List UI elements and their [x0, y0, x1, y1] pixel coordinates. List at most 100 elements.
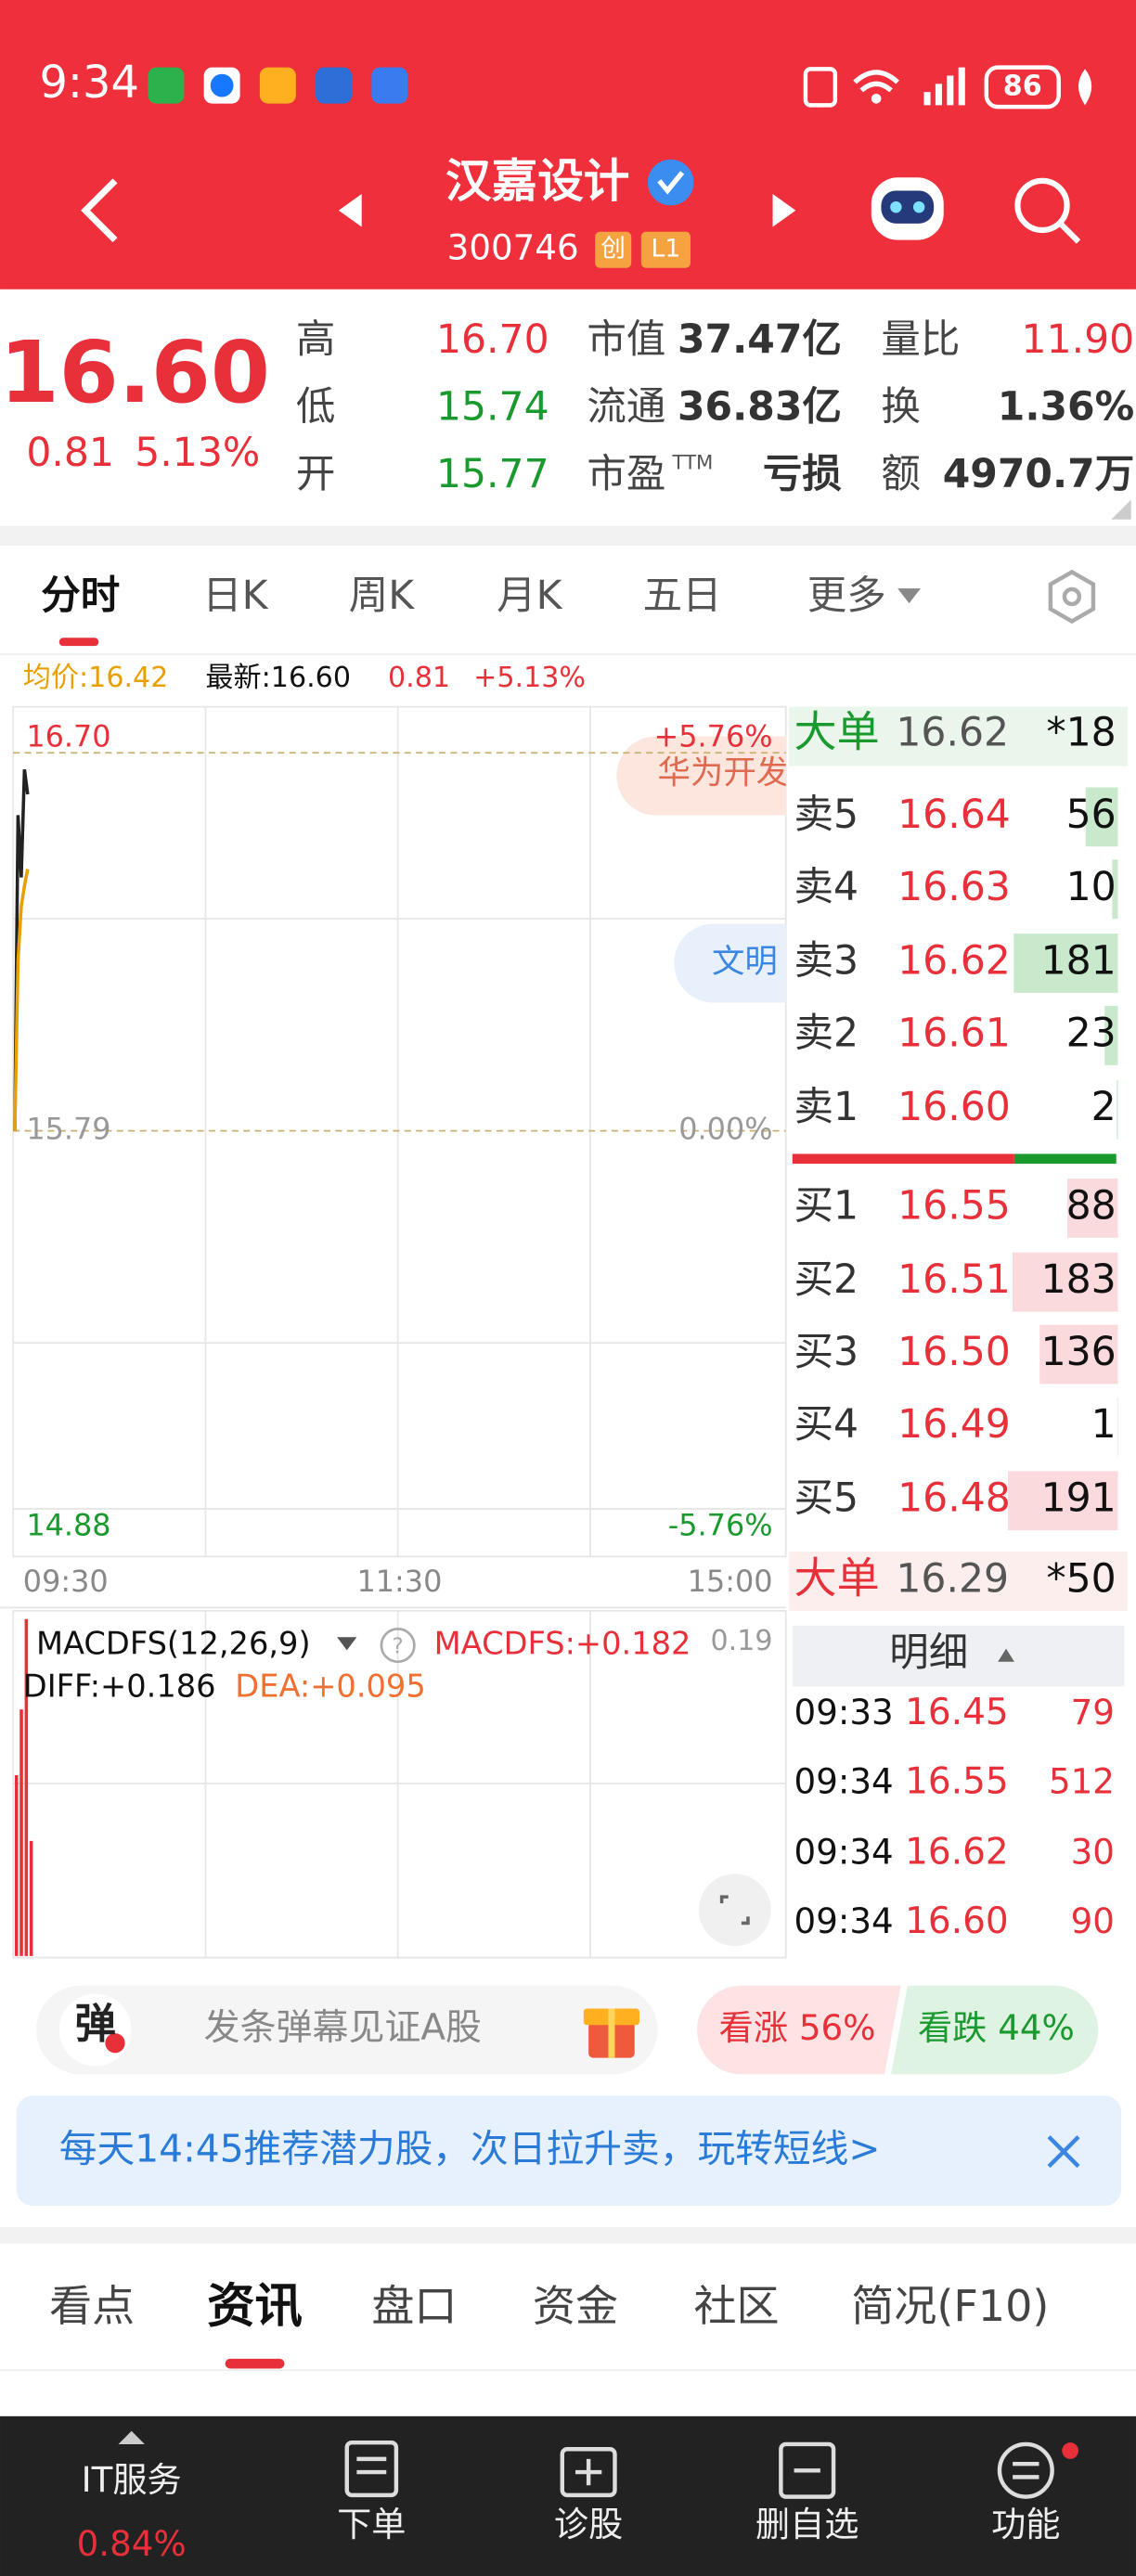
nav-item[interactable]: 下单	[337, 2504, 406, 2544]
level-qty: 183	[1041, 1257, 1117, 1303]
level-label: 卖3	[794, 938, 859, 984]
back-button[interactable]	[81, 178, 118, 243]
level-qty: 1	[1091, 1402, 1117, 1448]
search-button[interactable]	[1014, 177, 1081, 244]
stat-label: 低	[296, 385, 336, 431]
price-change-pct: 5.13%	[135, 431, 260, 476]
stock-name: 汉嘉设计	[445, 154, 629, 208]
corner-mark	[1111, 499, 1131, 520]
header-bg	[0, 0, 1136, 290]
section-underline	[225, 2358, 285, 2369]
assistant-button[interactable]	[871, 177, 944, 240]
chart-tab[interactable]: 更多	[807, 573, 886, 619]
settings-dot	[1062, 586, 1082, 607]
more-arrow	[897, 588, 921, 604]
qty-bar	[1066, 1179, 1118, 1238]
banner-text: 每天14:45推荐潜力股，次日拉升卖，玩转短线>	[59, 2127, 881, 2171]
price-change: 0.81	[26, 431, 114, 476]
nav-item[interactable]: 功能	[991, 2504, 1060, 2544]
price-line	[13, 768, 30, 1131]
level-label: 买1	[794, 1183, 859, 1229]
expand-button[interactable]	[698, 1874, 771, 1947]
news-pill-text: 华为开发	[658, 753, 790, 792]
macd-dropdown[interactable]	[337, 1637, 357, 1651]
trade-price: 16.45	[905, 1692, 1009, 1733]
trade-time: 09:33	[794, 1692, 894, 1732]
x-tick-label: 09:30	[23, 1564, 109, 1599]
danmu-dot	[105, 2033, 125, 2054]
bear-button[interactable]	[891, 1985, 1099, 2075]
trade-price: 16.55	[905, 1760, 1009, 1802]
info-change: 0.81	[388, 662, 450, 694]
level-qty: 2	[1091, 1085, 1117, 1130]
danmu-placeholder: 发条弹幕见证A股	[204, 2007, 482, 2049]
board-badge: 创	[600, 235, 626, 264]
level-price: 16.49	[897, 1402, 1011, 1448]
banner-close[interactable]	[1047, 2135, 1080, 2169]
bull-button[interactable]	[697, 1985, 901, 2075]
level-label: 买4	[794, 1402, 859, 1448]
trade-volume: 90	[1071, 1900, 1115, 1941]
stat-label: 开	[296, 452, 336, 497]
chart-tab[interactable]: 五日	[643, 573, 722, 619]
next-stock[interactable]	[772, 194, 796, 227]
x-tick-label: 15:00	[688, 1564, 773, 1599]
prev-stock[interactable]	[338, 194, 362, 227]
pct-label: +5.76%	[654, 718, 773, 753]
stat-value: 36.83亿	[678, 385, 842, 431]
chart-tab[interactable]: 分时	[41, 573, 120, 619]
ratio-bar-red	[792, 1153, 1014, 1165]
stock-code: 300746	[447, 227, 579, 268]
stat-label: 额	[881, 452, 921, 497]
section-tab[interactable]: 资金	[533, 2281, 618, 2331]
qty-bar	[1112, 859, 1118, 920]
stat-value: 亏损	[763, 452, 842, 497]
level-label: 卖2	[794, 1011, 859, 1056]
chart-tab[interactable]: 月K	[497, 573, 563, 619]
chart-tab[interactable]: 周K	[349, 573, 416, 619]
section-tab[interactable]: 简况(F10)	[851, 2281, 1049, 2331]
stat-value: 15.77	[436, 452, 549, 497]
big-buy-bg	[789, 1552, 1129, 1611]
stat-label: 换	[881, 385, 921, 431]
qty-bar	[1085, 787, 1118, 847]
big-order-price: 16.29	[896, 1557, 1009, 1603]
detail-sort[interactable]	[998, 1648, 1014, 1662]
svg-text:?: ?	[393, 1634, 404, 1658]
stat-value: 37.47亿	[678, 317, 842, 363]
section-tab[interactable]: 看点	[49, 2281, 135, 2331]
gift-icon[interactable]	[583, 2008, 640, 2058]
news-pill[interactable]	[674, 923, 871, 1003]
trade-volume: 512	[1049, 1760, 1115, 1801]
level-qty: 181	[1041, 938, 1117, 984]
danmu-input[interactable]	[35, 1985, 658, 2075]
level-price: 16.61	[897, 1011, 1011, 1056]
news-pill[interactable]	[616, 736, 846, 816]
nav-item[interactable]: 删自选	[755, 2504, 859, 2544]
level-price: 16.51	[897, 1257, 1011, 1303]
detail-header-bg	[792, 1625, 1125, 1687]
stat-value: 16.70	[436, 317, 549, 363]
stat-label-sup: TTM	[671, 452, 713, 475]
section-tab[interactable]: 盘口	[371, 2281, 457, 2331]
section-tab[interactable]: 资讯	[207, 2279, 303, 2335]
avg-price: 均价:16.42	[23, 662, 169, 694]
level-badge: L1	[652, 235, 681, 264]
section-tab[interactable]: 社区	[694, 2281, 780, 2331]
qty-bar	[1039, 1324, 1118, 1385]
nav-badge	[1062, 2442, 1078, 2459]
level-label: 买5	[794, 1476, 859, 1522]
level-label: 卖4	[794, 865, 859, 910]
level-qty: 56	[1066, 792, 1117, 838]
latest-price: 最新:16.60	[205, 662, 351, 694]
settings-button[interactable]	[1048, 569, 1096, 625]
banner-bg[interactable]	[16, 2095, 1122, 2207]
level-price: 16.63	[897, 865, 1011, 910]
macd-value: MACDFS:+0.182	[434, 1626, 691, 1662]
level-price: 16.48	[897, 1476, 1011, 1522]
help-icon[interactable]: ?	[380, 1628, 416, 1664]
level-label: 卖1	[794, 1085, 859, 1130]
nav-item[interactable]: 诊股	[554, 2504, 623, 2544]
chart-tab[interactable]: 日K	[202, 573, 269, 619]
